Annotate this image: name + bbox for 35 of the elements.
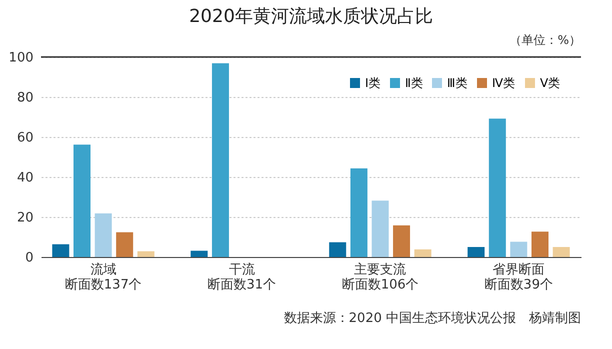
legend-label: Ⅲ类 (447, 76, 468, 90)
legend-label: Ⅴ类 (540, 76, 560, 90)
chart-title: 2020年黄河流域水质状况占比 (189, 6, 433, 27)
x-tick-label: 流域断面数137个 (64, 262, 142, 292)
bar (510, 242, 528, 257)
legend-label: Ⅳ类 (492, 76, 516, 90)
bar (116, 232, 134, 257)
bar (468, 247, 485, 257)
text: （单位：%） (510, 33, 581, 47)
bar (94, 213, 112, 257)
bar (52, 244, 70, 257)
bar (393, 225, 410, 257)
y-tick-label: 60 (16, 130, 34, 146)
y-tick-label: 20 (16, 210, 34, 226)
x-tick-label: 干流断面数31个 (207, 262, 276, 292)
legend-label: Ⅰ类 (365, 76, 381, 90)
y-tick-label: 0 (25, 250, 34, 266)
bar (531, 232, 548, 257)
bar (414, 249, 432, 257)
y-tick-label: 40 (16, 170, 34, 186)
bar (329, 242, 346, 257)
x-tick-label: 主要支流断面数106个 (342, 262, 419, 292)
bar (137, 251, 154, 257)
bar (212, 63, 229, 257)
source-note: 数据来源：2020 中国生态环境状况公报 杨靖制图 (284, 310, 581, 326)
bar (488, 118, 506, 257)
bar (74, 144, 91, 257)
y-tick-label: 100 (8, 50, 34, 66)
bar (372, 200, 389, 257)
bar (552, 247, 570, 257)
bar (350, 168, 368, 257)
y-tick-label: 80 (16, 90, 34, 106)
bar (190, 250, 208, 257)
x-tick-label: 省界断面断面数39个 (484, 262, 553, 292)
legend-label: Ⅱ类 (405, 76, 423, 90)
